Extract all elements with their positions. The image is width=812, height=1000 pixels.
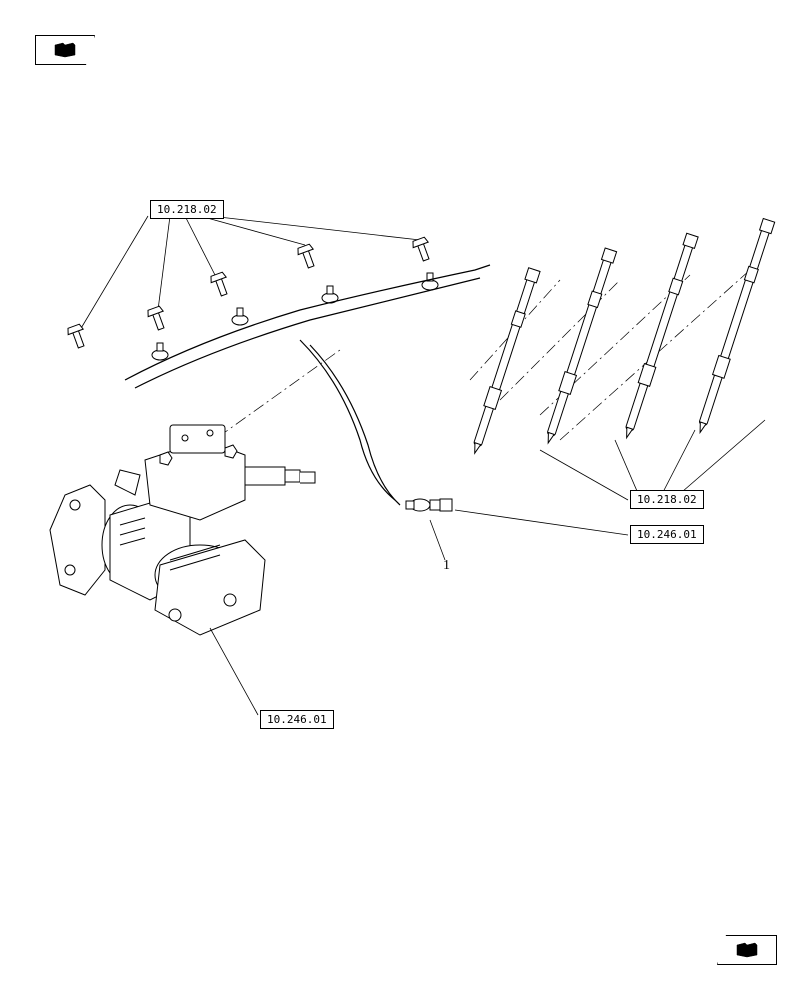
callout-number: 1 bbox=[443, 558, 450, 574]
part-ref-label: 10.218.02 bbox=[630, 490, 704, 509]
part-ref-label: 10.218.02 bbox=[150, 200, 224, 219]
part-ref-label: 10.246.01 bbox=[630, 525, 704, 544]
part-ref-label: 10.246.01 bbox=[260, 710, 334, 729]
